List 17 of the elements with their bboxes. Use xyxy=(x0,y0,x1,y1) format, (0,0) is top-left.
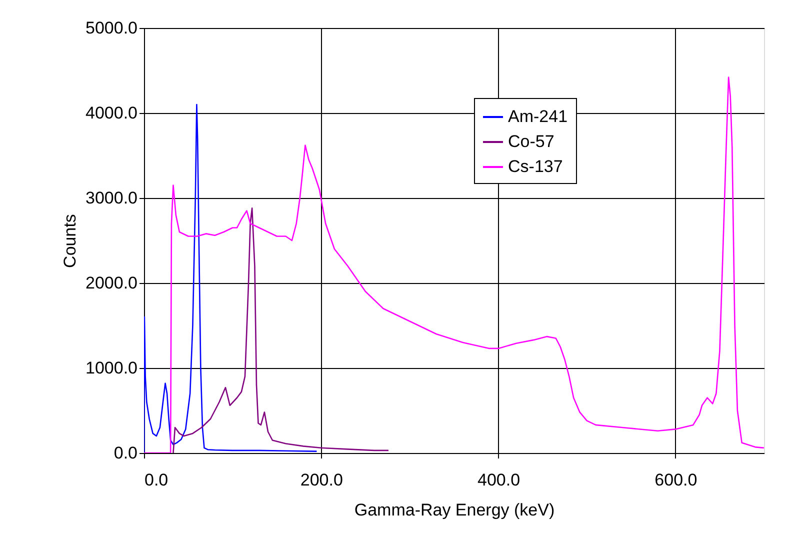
x-tick-label: 0.0 xyxy=(144,470,168,490)
line-series xyxy=(172,208,390,453)
x-axis-title: Gamma-Ray Energy (keV) xyxy=(354,500,555,520)
x-tick-label: 600.0 xyxy=(654,470,698,490)
x-tick-label: 200.0 xyxy=(300,470,343,490)
y-tick-label: 5000.0 xyxy=(86,18,138,38)
y-tick-label: 0.0 xyxy=(114,444,138,462)
legend-label: Am-241 xyxy=(508,107,568,126)
y-tick-label: 2000.0 xyxy=(86,274,138,292)
legend-label: Co-57 xyxy=(508,132,554,151)
y-tick-label: 3000.0 xyxy=(86,188,138,208)
y-axis-title: Counts xyxy=(60,214,80,268)
x-tick-label: 400.0 xyxy=(478,470,520,490)
y-tick-label: 4000.0 xyxy=(86,104,138,122)
line-series xyxy=(144,104,318,453)
y-tick-label: 1000.0 xyxy=(86,358,138,378)
legend-label: Cs-137 xyxy=(508,157,563,176)
